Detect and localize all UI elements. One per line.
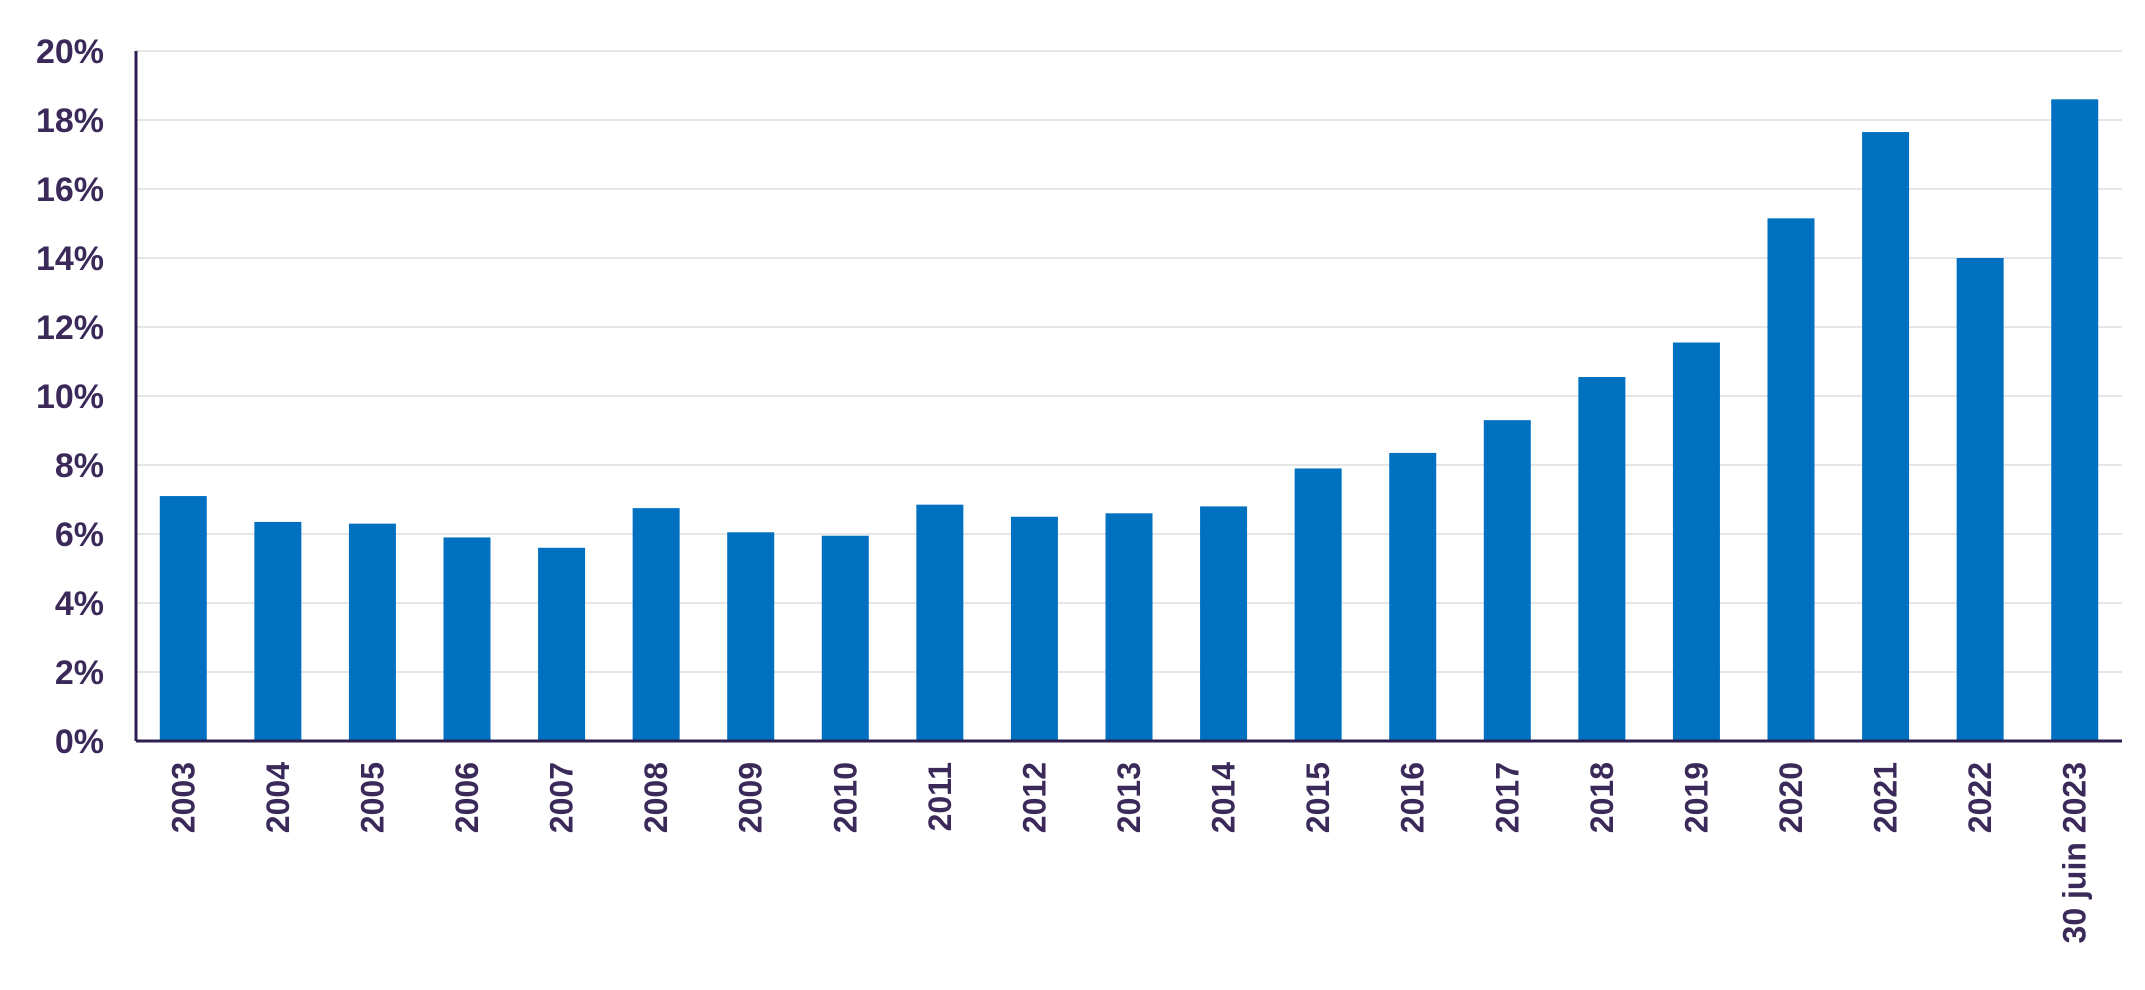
bar: [1389, 452, 1437, 741]
x-tick-label: 2011: [922, 762, 958, 831]
x-tick-label: 2018: [1584, 762, 1620, 833]
x-tick-label: 2020: [1773, 762, 1809, 833]
bar: [1672, 342, 1720, 741]
y-tick-label: 16%: [36, 171, 104, 209]
x-tick-labels: 2003 2004 2005 2006 2007 2008 2009 2010 2011 2012…: [165, 762, 2092, 944]
x-tick-label: 2012: [1016, 762, 1052, 833]
bar: [538, 547, 586, 741]
bar: [2051, 99, 2099, 742]
bar: [348, 523, 396, 741]
x-tick-label: 2009: [733, 762, 769, 833]
bar: [1200, 506, 1248, 741]
bar: [727, 532, 775, 741]
x-tick-label: 2013: [1111, 762, 1147, 833]
bars: [159, 99, 2099, 742]
bar: [916, 504, 964, 741]
axes: [134, 51, 2122, 743]
x-tick-label: 2022: [1962, 762, 1998, 833]
bar: [1862, 132, 1910, 741]
x-tick-label: 30 juin 2023: [2057, 762, 2093, 943]
y-tick-label: 14%: [36, 240, 104, 278]
x-tick-label: 2008: [638, 762, 674, 833]
bar: [1010, 516, 1058, 741]
bar: [1294, 468, 1342, 741]
bar: [1105, 513, 1153, 741]
x-tick-label: 2006: [449, 762, 485, 833]
y-tick-label: 0%: [55, 723, 104, 761]
x-tick-label: 2014: [1206, 762, 1242, 833]
x-tick-label: 2007: [544, 762, 580, 833]
x-tick-label: 2004: [260, 762, 296, 833]
x-tick-label: 2021: [1868, 762, 1904, 833]
bar: [1483, 420, 1531, 741]
y-tick-label: 6%: [55, 516, 104, 554]
bar: [254, 521, 302, 741]
x-tick-label: 2005: [354, 762, 390, 833]
bar: [632, 508, 680, 741]
bar: [821, 535, 869, 741]
x-tick-label: 2017: [1489, 762, 1525, 833]
x-tick-label: 2015: [1300, 762, 1336, 833]
y-tick-label: 4%: [55, 585, 104, 623]
x-tick-label: 2003: [165, 762, 201, 833]
bar: [1956, 258, 2004, 741]
y-tick-label: 8%: [55, 447, 104, 485]
y-tick-label: 2%: [55, 654, 104, 692]
x-tick-label: 2010: [827, 762, 863, 833]
y-tick-label: 10%: [36, 378, 104, 416]
y-tick-label: 20%: [36, 33, 104, 71]
bar: [159, 496, 207, 741]
x-tick-label: 2016: [1395, 762, 1431, 833]
bar: [1578, 377, 1626, 741]
y-tick-label: 12%: [36, 309, 104, 347]
x-tick-label: 2019: [1678, 762, 1714, 833]
bar: [443, 537, 491, 741]
bar: [1767, 218, 1815, 741]
y-tick-labels: 0% 2% 4% 6% 8% 10% 12% 14% 16% 18% 20%: [36, 33, 104, 761]
y-tick-label: 18%: [36, 102, 104, 140]
